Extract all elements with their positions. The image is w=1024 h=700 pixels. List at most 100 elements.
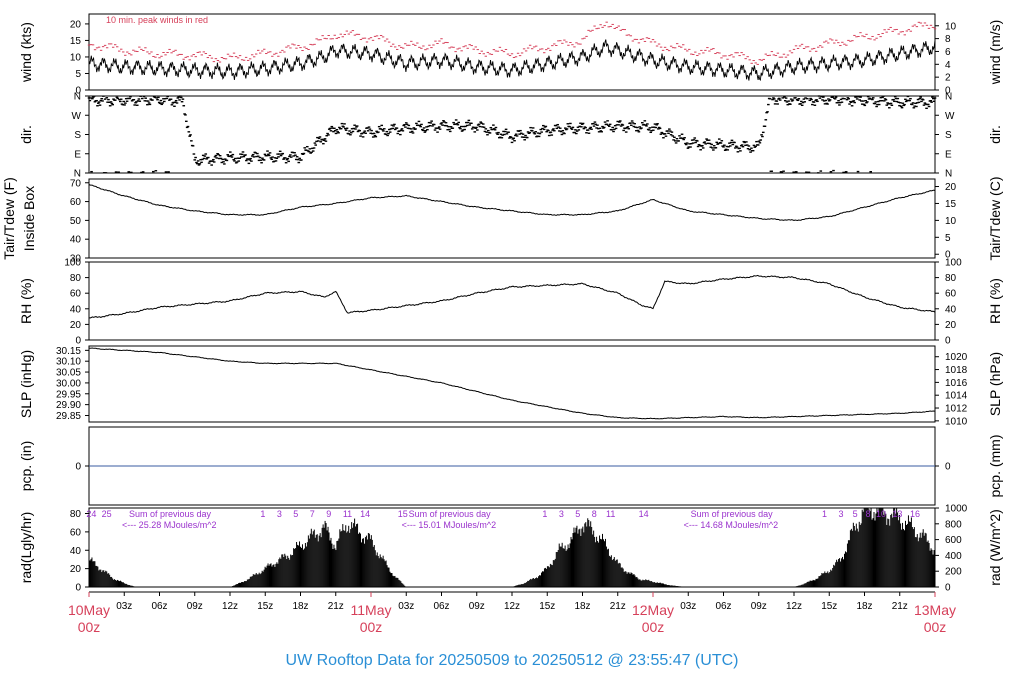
rh-right-tick-label: 60 <box>945 289 957 300</box>
wind-left-tick-label: 20 <box>70 19 82 30</box>
solar-hour-label: 3 <box>838 509 843 519</box>
slp-left-tick-label: 29.85 <box>56 411 81 422</box>
dir-right-tick-label: S <box>945 130 952 141</box>
x-tick-label: 12z <box>222 601 238 612</box>
wind-right-tick-label: 0 <box>945 86 951 97</box>
rad-ylabel-right: rad (W/m^2) <box>987 509 1003 586</box>
temp-left-tick-label: 70 <box>70 178 82 189</box>
rad-right-tick-label: 400 <box>945 551 962 562</box>
solar-hour-label: 24 <box>86 509 96 519</box>
slp-left-tick-label: 30.15 <box>56 346 81 357</box>
x-tick-label: 15z <box>539 601 555 612</box>
slp-left-tick-label: 30.00 <box>56 378 81 389</box>
dir-right-tick-label: W <box>945 111 955 122</box>
rh-left-tick-label: 100 <box>64 258 81 269</box>
temp-left-tick-label: 50 <box>70 216 82 227</box>
solar-sum-note-line1: Sum of previous day <box>129 509 212 519</box>
rh-left-tick-label: 80 <box>70 273 82 284</box>
rad-frame <box>88 507 936 588</box>
x-tick-label: 12z <box>786 601 802 612</box>
slp-right-tick-label: 1016 <box>945 378 968 389</box>
panel-wind: 0 5 10 15 20 0 2 4 6 8 10 wind (kts) wind (m/s) 10 mi… <box>18 13 1003 97</box>
solar-hour-label: 1 <box>542 509 547 519</box>
temp-line <box>88 183 936 222</box>
solar-hour-label: 14 <box>639 509 649 519</box>
rh-left-tick-label: 20 <box>70 320 82 331</box>
rad-left-tick-label: 40 <box>70 546 82 557</box>
wind-speed-line <box>88 39 936 81</box>
wind-left-tick-label: 0 <box>75 86 81 97</box>
x-tick-label: 18z <box>292 601 308 612</box>
temp-right-tick-label: 15 <box>945 199 957 210</box>
x-tick-label: 09z <box>469 601 485 612</box>
temp-right-tick-label: 5 <box>945 233 951 244</box>
slp-right-tick-label: 1018 <box>945 365 968 376</box>
temp-left-tick-label: 60 <box>70 197 82 208</box>
wind-right-tick-label: 8 <box>945 34 951 45</box>
solar-hour-label: 11 <box>606 509 615 519</box>
x-tick-label: 03z <box>116 601 132 612</box>
x-tick-label: 18z <box>856 601 872 612</box>
rh-left-tick-label: 40 <box>70 304 82 315</box>
rad-right-tick-label: 200 <box>945 567 962 578</box>
pcp-ylabel-right: pcp. (mm) <box>987 435 1003 498</box>
x-tick-label: 03z <box>680 601 696 612</box>
pcp-ylabel-left: pcp. (in) <box>18 441 34 492</box>
rh-right-tick-label: 0 <box>945 336 951 347</box>
rad-ylabel-left: rad(Lgly/hr) <box>18 512 34 584</box>
x-tick-label: 06z <box>715 601 731 612</box>
rh-left-tick-label: 60 <box>70 289 82 300</box>
panel-rh: 0 20 40 60 80 100 0 20 40 60 80 100 RH (%) RH (%) <box>18 258 1003 347</box>
wind-right-tick-label: 2 <box>945 73 951 84</box>
wind-series-group <box>87 21 937 81</box>
rad-series-group <box>88 508 936 587</box>
dir-left-tick-label: S <box>74 130 81 141</box>
solar-hour-label: 10 <box>876 509 886 519</box>
x-tick-label: 03z <box>398 601 414 612</box>
temp-ylabel-left-2: Inside Box <box>21 186 37 251</box>
solar-hour-label: 16 <box>910 509 920 519</box>
wind-left-tick-label: 5 <box>75 69 81 80</box>
solar-sum-note-line1: Sum of previous day <box>691 509 774 519</box>
day-time-label: 00z <box>360 619 383 635</box>
pcp-left-tick-label: 0 <box>75 462 81 473</box>
temp-ylabel-right: Tair/Tdew (C) <box>987 176 1003 260</box>
rh-right-tick-label: 80 <box>945 273 957 284</box>
rh-ylabel-right: RH (%) <box>987 278 1003 324</box>
slp-right-tick-label: 1012 <box>945 404 968 415</box>
day-time-label: 00z <box>642 619 665 635</box>
x-tick-label: 15z <box>821 601 837 612</box>
panel-slp: 29.8529.9029.9530.0030.0530.1030.1510101… <box>18 345 1003 427</box>
rh-right-tick-label: 20 <box>945 320 957 331</box>
temp-left-tick-label: 40 <box>70 235 82 246</box>
slp-right-tick-label: 1014 <box>945 391 968 402</box>
slp-left-tick-label: 30.05 <box>56 368 81 379</box>
rad-left-tick-label: 0 <box>75 583 81 594</box>
rad-left-tick-label: 60 <box>70 527 82 538</box>
slp-ylabel-left: SLP (inHg) <box>18 350 34 418</box>
x-tick-label: 21z <box>610 601 626 612</box>
day-date-label: 12May <box>632 602 674 618</box>
rad-left-tick-label: 80 <box>70 509 82 520</box>
temp-series-group <box>88 183 936 222</box>
temp-ylabel-left: Tair/Tdew (F) <box>1 177 17 259</box>
dir-right-tick-label: E <box>945 149 952 160</box>
slp-frame <box>88 345 936 423</box>
solar-hour-label: 11 <box>343 509 352 519</box>
wind-ylabel-left: wind (kts) <box>18 22 34 83</box>
slp-line <box>88 347 936 420</box>
rh-line <box>88 274 936 319</box>
solar-hour-label: 13 <box>892 509 902 519</box>
panel-pcp: 0 0 pcp. (in) pcp. (mm) <box>18 426 1003 506</box>
solar-hour-label: 8 <box>866 509 871 519</box>
solar-sum-note-line2: <--- 25.28 MJoules/m^2 <box>122 520 217 530</box>
temp-right-tick-label: 0 <box>945 250 951 261</box>
solar-hour-label: 5 <box>575 509 580 519</box>
footer-title: UW Rooftop Data for 20250509 to 20250512… <box>286 652 739 669</box>
solar-hour-label: 3 <box>559 509 564 519</box>
temp-frame <box>88 178 936 259</box>
slp-left-tick-label: 29.95 <box>56 389 81 400</box>
temp-left-tick-label: 30 <box>70 254 82 265</box>
